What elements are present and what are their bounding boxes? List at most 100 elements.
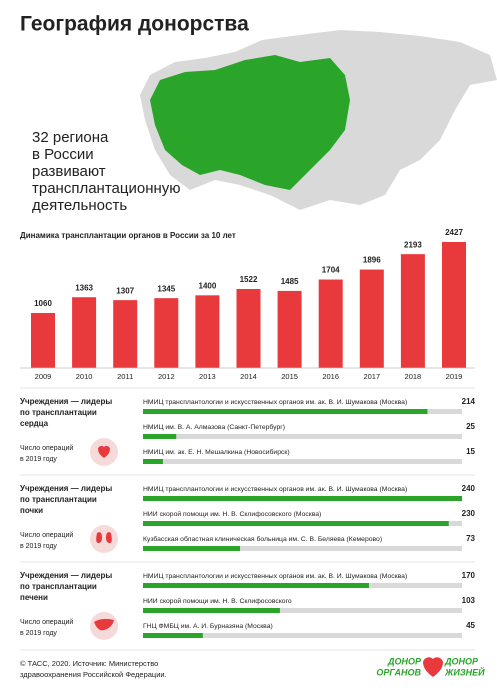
section-title: по трансплантации bbox=[20, 495, 97, 504]
section-note: Число операций bbox=[20, 444, 73, 452]
map bbox=[140, 30, 497, 210]
institution-name: НМИЦ трансплантологии и искусственных ор… bbox=[143, 573, 407, 580]
organ-icon bbox=[96, 532, 112, 543]
value-label: 1704 bbox=[322, 266, 340, 275]
logo-text: ОРГАНОВ bbox=[376, 667, 421, 677]
x-tick-label: 2011 bbox=[117, 372, 133, 381]
value-label: 25 bbox=[466, 422, 475, 431]
value-label: 73 bbox=[466, 534, 475, 543]
bar bbox=[143, 409, 428, 414]
x-tick-label: 2018 bbox=[405, 372, 422, 381]
logo-text: ДОНОР bbox=[444, 656, 479, 666]
value-label: 230 bbox=[462, 509, 476, 518]
value-label: 1363 bbox=[75, 283, 93, 292]
institution-name: Кузбасская областная клиническая больниц… bbox=[143, 535, 382, 543]
x-tick-label: 2017 bbox=[363, 372, 380, 381]
x-tick-label: 2015 bbox=[281, 372, 298, 381]
institution-name: НМИЦ им. В. А. Алмазова (Санкт-Петербург… bbox=[143, 423, 285, 431]
value-label: 2427 bbox=[445, 228, 463, 237]
section-note: в 2019 году bbox=[20, 543, 57, 550]
bar bbox=[143, 608, 280, 613]
x-tick-label: 2009 bbox=[35, 372, 52, 381]
bar bbox=[143, 546, 241, 551]
organ-icon-bg bbox=[90, 525, 118, 553]
subtitle-line: развивают bbox=[32, 163, 106, 180]
section-title: печени bbox=[20, 593, 48, 602]
organ-icon bbox=[98, 445, 110, 458]
bar bbox=[195, 295, 220, 368]
x-tick-label: 2019 bbox=[446, 372, 463, 381]
x-tick-label: 2014 bbox=[240, 372, 257, 381]
bar-track bbox=[143, 633, 462, 638]
organ-icon bbox=[94, 618, 114, 631]
bar bbox=[72, 297, 97, 368]
bar bbox=[277, 290, 302, 368]
institution-name: НИИ скорой помощи им. Н. В. Склифосовско… bbox=[143, 597, 292, 605]
bar bbox=[442, 242, 466, 368]
bar bbox=[236, 288, 261, 368]
section-note: в 2019 году bbox=[20, 630, 57, 637]
value-label: 170 bbox=[462, 571, 476, 580]
value-label: 240 bbox=[462, 484, 476, 493]
section-title: Учреждения — лидеры bbox=[20, 397, 112, 406]
value-label: 1522 bbox=[240, 275, 258, 284]
bar-track bbox=[143, 608, 462, 613]
institution-name: НМИЦ им. ак. Е. Н. Мешалкина (Новосибирс… bbox=[143, 448, 290, 456]
chart-title: Динамика трансплантации органов в России… bbox=[20, 231, 236, 240]
bar bbox=[143, 521, 449, 526]
bar-track bbox=[143, 546, 462, 551]
bar bbox=[318, 279, 343, 368]
section-title: Учреждения — лидеры bbox=[20, 571, 112, 580]
bar bbox=[143, 583, 369, 588]
title: География донорства bbox=[20, 13, 249, 36]
subtitle-line: 32 региона bbox=[32, 129, 109, 146]
section-title: по трансплантации bbox=[20, 582, 97, 591]
section-note: Число операций bbox=[20, 618, 73, 626]
bar bbox=[113, 300, 138, 368]
section-title: почки bbox=[20, 506, 43, 515]
institution-name: ГНЦ ФМБЦ им. А. И. Бурназяна (Москва) bbox=[143, 623, 273, 630]
x-tick-label: 2013 bbox=[199, 372, 216, 381]
logo-text: ДОНОР bbox=[387, 656, 422, 666]
value-label: 103 bbox=[462, 596, 476, 605]
logo-heart bbox=[423, 657, 443, 677]
value-label: 1485 bbox=[281, 277, 299, 286]
bar bbox=[143, 633, 203, 638]
value-label: 1345 bbox=[157, 284, 175, 293]
footer-line: © ТАСС, 2020. Источник: Министерство bbox=[20, 659, 158, 668]
value-label: 214 bbox=[462, 397, 476, 406]
map-regions bbox=[150, 55, 350, 190]
value-label: 45 bbox=[466, 621, 475, 630]
bar bbox=[154, 298, 179, 368]
bar bbox=[400, 254, 425, 368]
institution-name: НМИЦ трансплантологии и искусственных ор… bbox=[143, 486, 407, 493]
subtitle-line: деятельность bbox=[32, 197, 127, 214]
bar bbox=[359, 269, 384, 368]
section-title: Учреждения — лидеры bbox=[20, 484, 112, 493]
value-label: 2193 bbox=[404, 240, 422, 249]
subtitle-line: трансплантационную bbox=[32, 180, 181, 197]
value-label: 15 bbox=[466, 447, 475, 456]
x-tick-label: 2012 bbox=[158, 372, 175, 381]
value-label: 1400 bbox=[199, 281, 217, 290]
bar bbox=[31, 312, 55, 368]
footer-line: здравоохранения Российской Федерации. bbox=[20, 670, 167, 679]
section-title: по трансплантации bbox=[20, 408, 97, 417]
institution-name: НМИЦ трансплантологии и искусственных ор… bbox=[143, 399, 407, 406]
logo-text: ЖИЗНЕЙ bbox=[444, 666, 485, 677]
institution-name: НИИ скорой помощи им. Н. В. Склифосовско… bbox=[143, 510, 321, 518]
value-label: 1896 bbox=[363, 256, 381, 265]
bar-track bbox=[143, 459, 462, 464]
bar bbox=[143, 496, 462, 501]
bar bbox=[143, 459, 163, 464]
bar-track bbox=[143, 434, 462, 439]
value-label: 1307 bbox=[116, 286, 134, 295]
bar bbox=[143, 434, 177, 439]
section-note: в 2019 году bbox=[20, 456, 57, 463]
subtitle-line: в России bbox=[32, 146, 94, 163]
value-label: 1060 bbox=[34, 299, 52, 308]
section-title: сердца bbox=[20, 419, 49, 428]
x-tick-label: 2010 bbox=[76, 372, 93, 381]
section-note: Число операций bbox=[20, 531, 73, 539]
